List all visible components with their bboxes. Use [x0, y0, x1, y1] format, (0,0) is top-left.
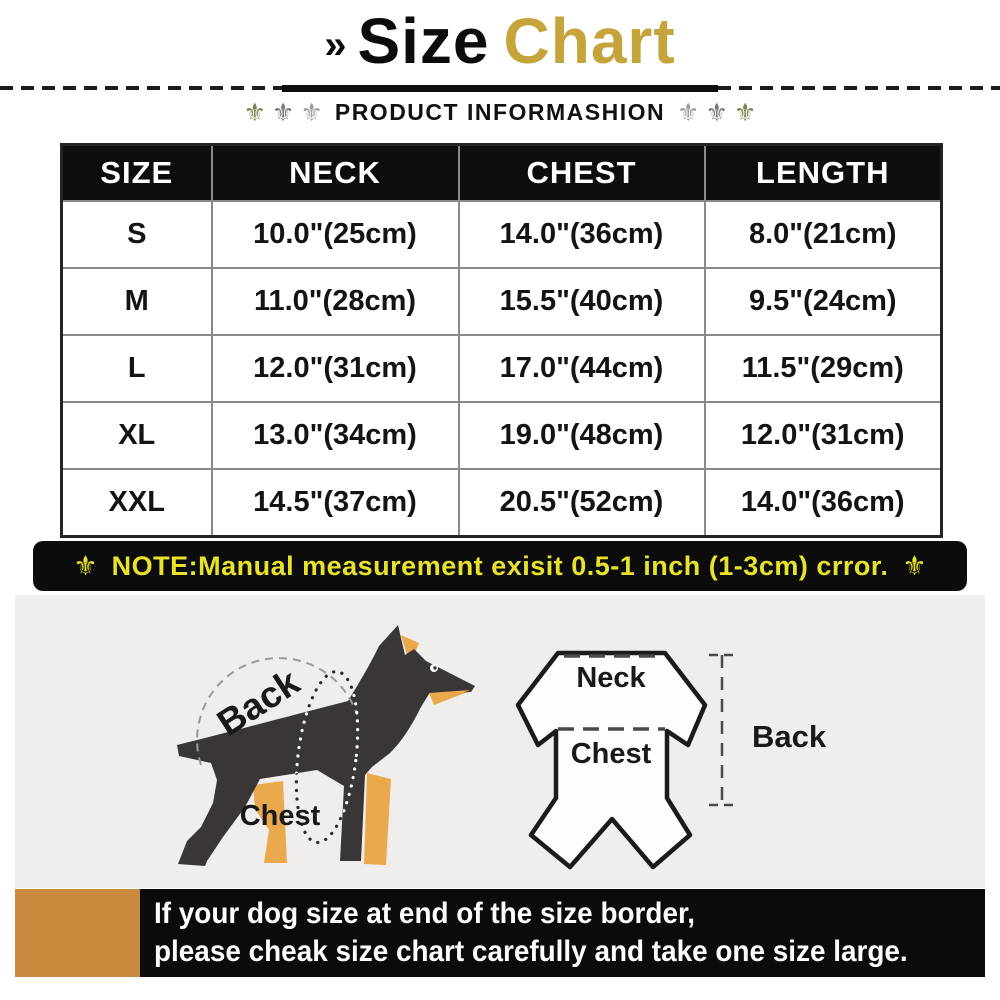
fleur-de-lis-icon: ⚜ — [272, 98, 295, 127]
garment-pattern — [515, 650, 708, 870]
measurement-diagram: Back Chest Neck Chest Back — [15, 595, 985, 888]
title-gold: Chart — [503, 5, 676, 77]
diagram-svg: Back Chest Neck Chest Back — [177, 625, 827, 870]
footer-line-1: If your dog size at end of the size bord… — [154, 897, 696, 930]
table-row: S 10.0"(25cm) 14.0"(36cm) 8.0"(21cm) — [60, 200, 943, 269]
footer-line-2: please cheak size chart carefully and ta… — [154, 935, 908, 968]
divider-dashed-left — [0, 86, 282, 90]
table-cell: XL — [60, 401, 213, 470]
fleur-de-lis-icon: ⚜ — [677, 98, 700, 127]
divider-dashed-right — [718, 86, 1000, 90]
dog-chest-label: Chest — [240, 800, 321, 832]
table-row: XL 13.0"(34cm) 19.0"(48cm) 12.0"(31cm) — [60, 401, 943, 470]
table-column-header: SIZE — [60, 143, 213, 202]
table-cell: 11.0"(28cm) — [210, 267, 460, 336]
table-cell: M — [60, 267, 213, 336]
fleur-de-lis-icon: ⚜ — [733, 98, 757, 127]
fleur-de-lis-icon: ⚜ — [73, 550, 98, 582]
title-divider — [0, 84, 1000, 92]
back-measure-arc — [196, 657, 358, 766]
table-cell: 12.0"(31cm) — [703, 401, 943, 470]
table-cell: 14.0"(36cm) — [457, 200, 706, 269]
note-banner: ⚜ NOTE:Manual measurement exisit 0.5-1 i… — [33, 541, 967, 591]
table-cell: 17.0"(44cm) — [457, 334, 706, 403]
table-row: XXL 14.5"(37cm) 20.5"(52cm) 14.0"(36cm) — [60, 468, 943, 538]
fleur-de-lis-icon: ⚜ — [902, 550, 927, 582]
table-cell: 14.5"(37cm) — [210, 468, 460, 538]
table-column-header: NECK — [210, 143, 460, 202]
table-cell: S — [60, 200, 213, 269]
table-cell: XXL — [60, 468, 213, 538]
fleur-de-lis-icon: ⚜ — [300, 98, 323, 127]
table-cell: 10.0"(25cm) — [210, 200, 460, 269]
footer-orange-block — [15, 889, 140, 977]
size-table: SIZE NECK CHEST LENGTH S 10.0"(25cm) 14.0"(36… — [60, 143, 943, 538]
back-dimension-line — [709, 653, 735, 807]
subtitle-row: ⚜ ⚜ ⚜ PRODUCT INFORMASHION ⚜ ⚜ ⚜ — [0, 99, 1000, 126]
dog-pupil — [433, 666, 437, 670]
table-cell: 14.0"(36cm) — [703, 468, 943, 538]
fleur-de-lis-icon: ⚜ — [705, 98, 728, 127]
table-row: M 11.0"(28cm) 15.5"(40cm) 9.5"(24cm) — [60, 267, 943, 336]
subtitle-label: PRODUCT INFORMASHION — [334, 99, 666, 125]
divider-solid-center — [282, 84, 718, 92]
table-column-header: CHEST — [457, 143, 706, 202]
table-cell: 11.5"(29cm) — [703, 334, 943, 403]
page-title: » Size Chart — [0, 4, 1000, 82]
table-cell: 20.5"(52cm) — [457, 468, 706, 538]
footer-note-banner: If your dog size at end of the size bord… — [140, 889, 985, 977]
table-cell: 15.5"(40cm) — [457, 267, 706, 336]
table-cell: 13.0"(34cm) — [210, 401, 460, 470]
dog-muzzle-tan — [429, 690, 470, 703]
garment-back-label: Back — [752, 719, 827, 754]
fleur-de-lis-icon: ⚜ — [243, 98, 267, 127]
table-cell: 19.0"(48cm) — [457, 401, 706, 470]
table-column-header: LENGTH — [703, 143, 943, 202]
table-cell: L — [60, 334, 213, 403]
table-cell: 12.0"(31cm) — [210, 334, 460, 403]
garment-neck-label: Neck — [576, 662, 646, 694]
size-table-header-row: SIZE NECK CHEST LENGTH — [60, 143, 943, 202]
title-black: Size — [357, 5, 490, 77]
table-row: L 12.0"(31cm) 17.0"(44cm) 11.5"(29cm) — [60, 334, 943, 403]
garment-chest-label: Chest — [571, 738, 652, 770]
chevron-right-icon: » — [324, 23, 348, 68]
note-text: NOTE:Manual measurement exisit 0.5-1 inc… — [111, 550, 889, 581]
dog-silhouette — [177, 625, 475, 866]
table-cell: 9.5"(24cm) — [703, 267, 943, 336]
table-cell: 8.0"(21cm) — [703, 200, 943, 269]
